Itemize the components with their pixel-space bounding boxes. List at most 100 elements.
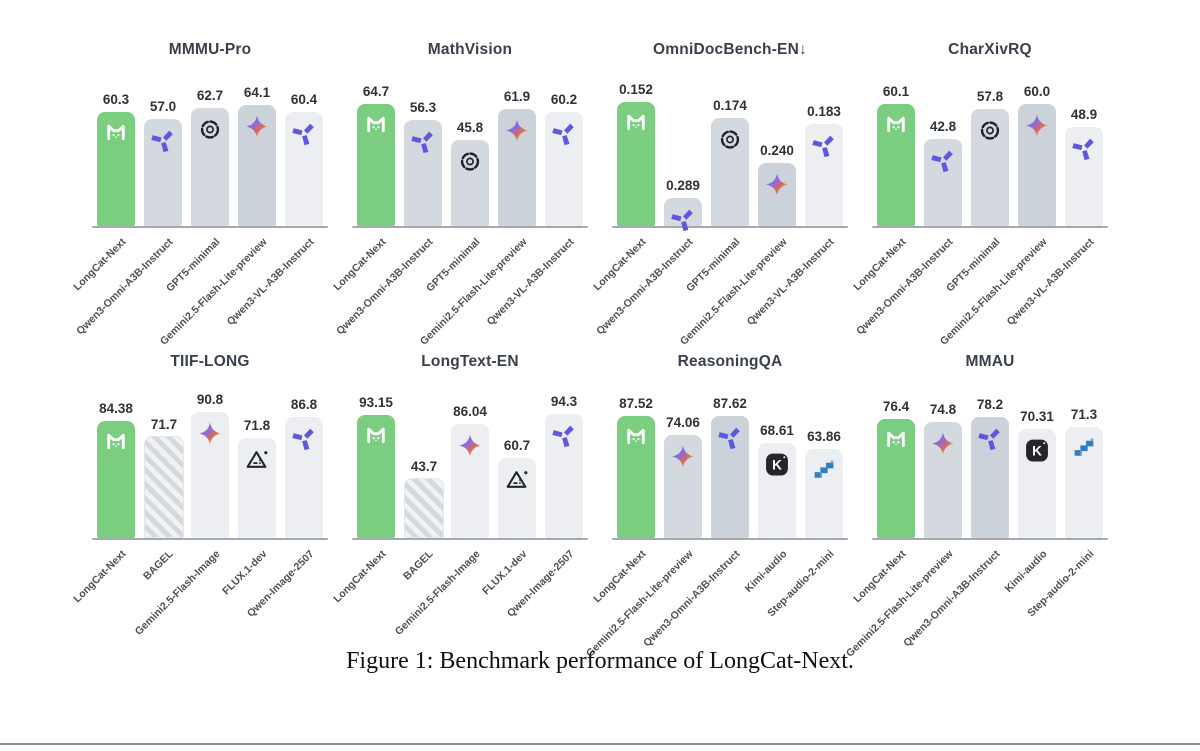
bar-value-label: 60.0 bbox=[1023, 84, 1051, 99]
bar-chart: MMAU 76.4 74.8 78.2 70.31 K 71.3 LongCat-Next… bbox=[844, 352, 1120, 664]
bar: 74.8 bbox=[924, 402, 962, 538]
bar-column: 63.86 bbox=[805, 429, 843, 538]
bar: 93.15 bbox=[357, 395, 395, 538]
bar-column: 87.62 bbox=[711, 396, 749, 538]
longcat-icon bbox=[884, 428, 909, 453]
bar-column: 60.2 bbox=[545, 92, 583, 226]
longcat-icon bbox=[104, 121, 129, 146]
bar-value-label: 84.38 bbox=[99, 401, 133, 416]
bar-column: 60.7 bbox=[498, 438, 536, 538]
openai-icon bbox=[718, 127, 743, 152]
bar-value-label: 74.06 bbox=[666, 415, 700, 430]
bar: 60.4 bbox=[285, 92, 323, 226]
bar: 0.152 bbox=[617, 82, 655, 226]
bar-column: 0.152 bbox=[617, 82, 655, 226]
bar-value-label: 57.8 bbox=[976, 89, 1004, 104]
plot-area: 60.3 57.0 62.7 64.1 60.4 bbox=[80, 85, 340, 226]
chart-title: TIIF-LONG bbox=[170, 353, 250, 370]
bar: 60.1 bbox=[877, 84, 915, 226]
flux-icon bbox=[505, 467, 530, 492]
x-axis-line bbox=[872, 226, 1108, 228]
bar-value-label: 94.3 bbox=[550, 394, 578, 409]
bar-value-label: 60.1 bbox=[882, 84, 910, 99]
bar: 71.7 bbox=[144, 417, 184, 538]
qwen-icon bbox=[1072, 136, 1097, 161]
qwen-icon bbox=[292, 121, 317, 146]
bar-column: 60.3 bbox=[97, 92, 135, 226]
bar: 45.8 bbox=[451, 120, 489, 226]
bar-value-label: 56.3 bbox=[409, 100, 437, 115]
x-axis-labels: LongCat-Next Gemini2.5-Flash-Lite-preview… bbox=[844, 540, 1120, 662]
chart-title: MMMU-Pro bbox=[168, 41, 252, 58]
bar-value-label: 60.7 bbox=[503, 438, 531, 453]
bar-value-label: 62.7 bbox=[196, 88, 224, 103]
bar-value-label: 71.7 bbox=[150, 417, 178, 432]
plot-area: 60.1 42.8 57.8 60.0 48.9 bbox=[860, 84, 1120, 226]
bar: 87.62 bbox=[711, 396, 749, 538]
plot-area: 76.4 74.8 78.2 70.31 K 71.3 bbox=[860, 397, 1120, 538]
bar-value-label: 60.4 bbox=[290, 92, 318, 107]
plot-area: 84.38 71.7 90.8 71.8 86.8 bbox=[80, 392, 340, 538]
bar: 0.240 bbox=[758, 143, 796, 226]
bar-column: 0.183 bbox=[805, 104, 843, 226]
bar-value-label: 71.8 bbox=[243, 418, 271, 433]
bar: 68.61 K bbox=[758, 423, 796, 538]
bar-column: 57.0 bbox=[144, 99, 182, 226]
bar-value-label: 0.183 bbox=[807, 104, 841, 119]
bar-value-label: 48.9 bbox=[1070, 107, 1098, 122]
bar-value-label: 60.2 bbox=[550, 92, 578, 107]
bar: 70.31 K bbox=[1018, 409, 1056, 538]
chart-title: MathVision bbox=[427, 41, 513, 58]
bar-value-label: 64.1 bbox=[243, 85, 271, 100]
gemini-icon bbox=[765, 172, 790, 197]
qwen-icon bbox=[671, 207, 696, 232]
bar: 76.4 bbox=[877, 399, 915, 538]
bar: 87.52 bbox=[617, 396, 655, 538]
bar-chart: TIIF-LONG 84.38 71.7 90.8 71.8 86.8 LongCat-… bbox=[71, 352, 340, 664]
bar: 86.8 bbox=[285, 397, 323, 538]
bar-value-label: 87.62 bbox=[713, 396, 747, 411]
bar: 60.2 bbox=[545, 92, 583, 226]
gemini-icon bbox=[1025, 113, 1050, 138]
bar-chart: OmniDocBench-EN↓ 0.152 0.289 0.174 0.240 0.1… bbox=[591, 40, 860, 352]
gemini-icon bbox=[505, 118, 530, 143]
bar-value-label: 70.31 bbox=[1020, 409, 1054, 424]
chart-title: ReasoningQA bbox=[677, 353, 783, 370]
bar-value-label: 76.4 bbox=[882, 399, 910, 414]
bar: 0.174 bbox=[711, 98, 749, 226]
bar-column: 60.0 bbox=[1018, 84, 1056, 226]
bar: 61.9 bbox=[498, 89, 536, 226]
bar-column: 86.04 bbox=[451, 404, 489, 538]
bar-chart: LongText-EN 93.15 43.7 86.04 60.7 94.3 LongC… bbox=[331, 352, 600, 664]
plot-area: 93.15 43.7 86.04 60.7 94.3 bbox=[340, 394, 600, 538]
bar: 43.7 bbox=[404, 459, 444, 538]
bar-column: 0.240 bbox=[758, 143, 796, 226]
bar-column: 93.15 bbox=[357, 395, 395, 538]
bar-column: 87.52 bbox=[617, 396, 655, 538]
bar-value-label: 71.3 bbox=[1070, 407, 1098, 422]
bar-column: 42.8 bbox=[924, 119, 962, 226]
x-axis-line bbox=[352, 226, 588, 228]
bar-value-label: 0.289 bbox=[666, 178, 700, 193]
gemini-icon bbox=[458, 433, 483, 458]
bar-value-label: 86.8 bbox=[290, 397, 318, 412]
openai-icon bbox=[978, 118, 1003, 143]
bar-column: 48.9 bbox=[1065, 107, 1103, 226]
bar-column: 45.8 bbox=[451, 120, 489, 226]
bar: 71.8 bbox=[238, 418, 276, 538]
gemini-icon bbox=[671, 444, 696, 469]
bar: 74.06 bbox=[664, 415, 702, 538]
bar-value-label: 57.0 bbox=[149, 99, 177, 114]
bar: 48.9 bbox=[1065, 107, 1103, 226]
bar-value-label: 90.8 bbox=[196, 392, 224, 407]
bar: 0.183 bbox=[805, 104, 843, 226]
bar-column: 57.8 bbox=[971, 89, 1009, 226]
bar: 63.86 bbox=[805, 429, 843, 538]
bar-column: 74.8 bbox=[924, 402, 962, 538]
longcat-icon bbox=[624, 425, 649, 450]
x-axis-line bbox=[92, 226, 328, 228]
chart-title: CharXivRQ bbox=[948, 41, 1032, 58]
bar-column: 94.3 bbox=[545, 394, 583, 538]
bar-value-label: 42.8 bbox=[929, 119, 957, 134]
flux-icon bbox=[245, 447, 270, 472]
